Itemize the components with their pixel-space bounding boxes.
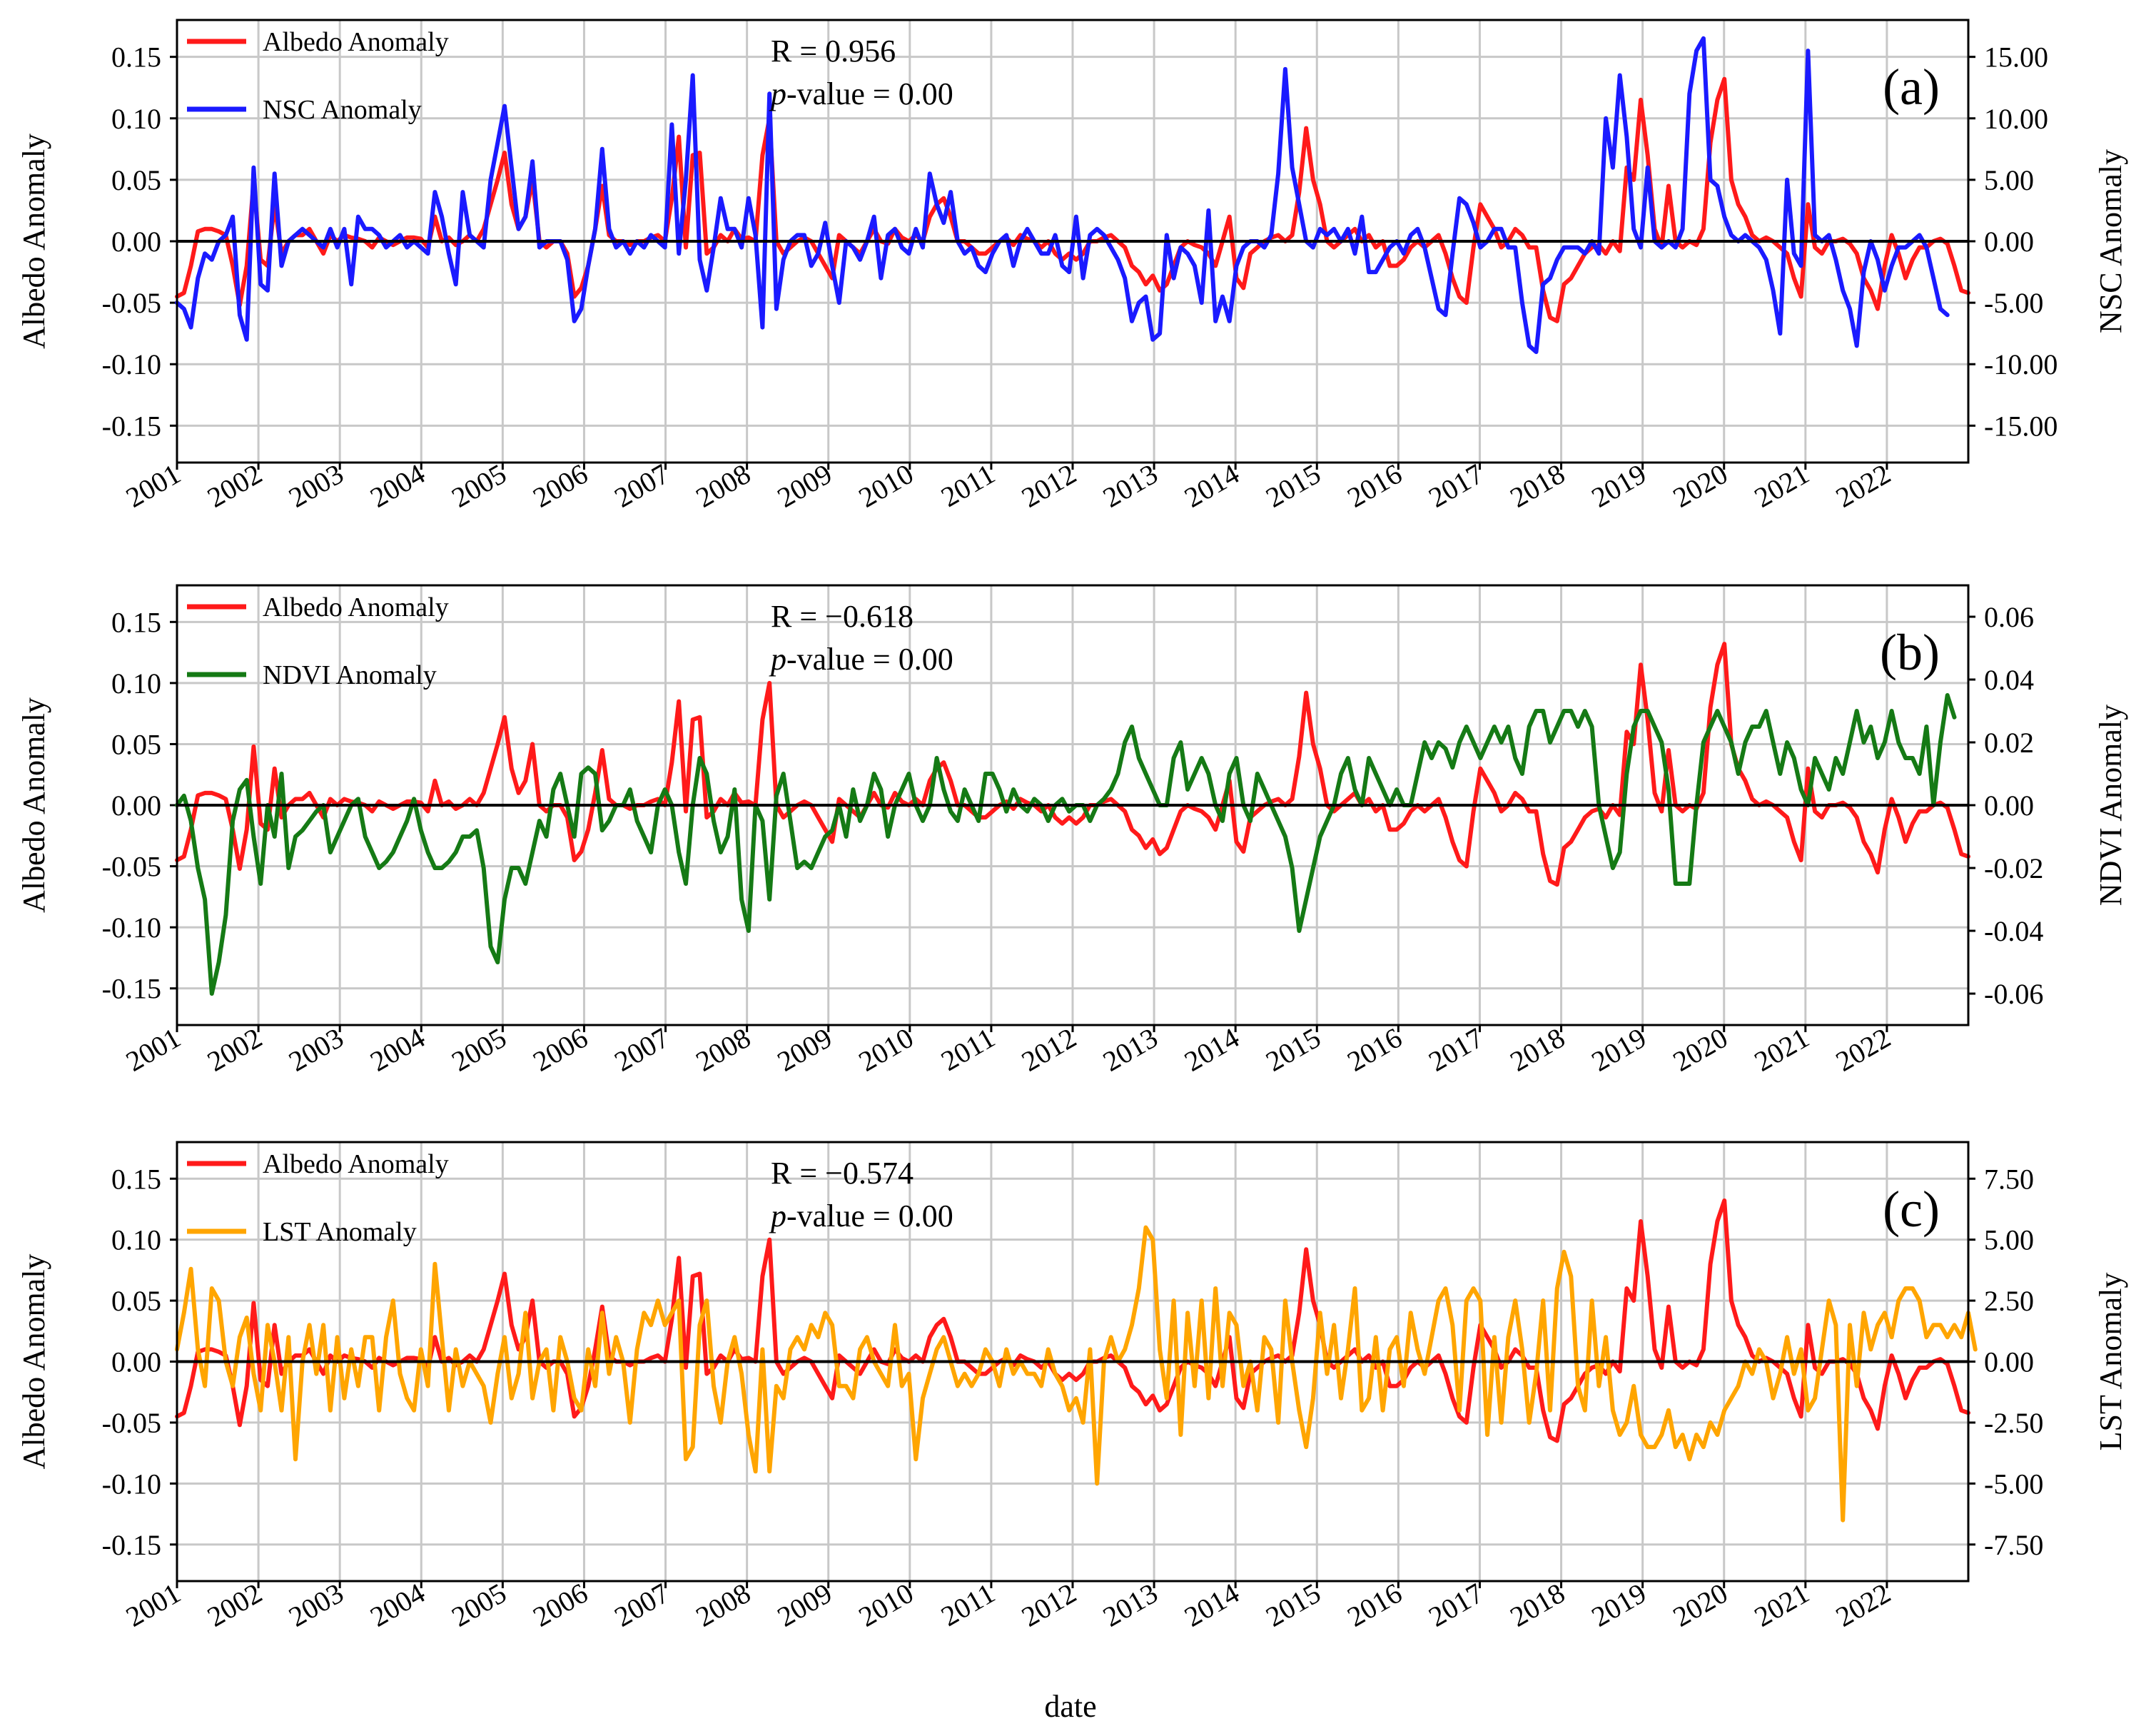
legend-entry: Albedo Anomaly [263,592,449,622]
x-axis-label: date [1044,1689,1096,1724]
plot-frame [176,584,1970,1026]
series-line-ndvi-anomaly [175,693,1957,996]
annotation-r: R = −0.574 [771,1156,913,1191]
y-tick-label: -0.05 [102,287,161,319]
panel-label: (b) [1880,624,1940,681]
y-tick-label: 0.00 [111,1346,161,1378]
y-tick-label: -0.10 [102,1468,161,1500]
y2-tick-label: -0.06 [1984,978,2043,1010]
y2-tick-label: 0.06 [1984,601,2034,633]
panel-label: (a) [1883,59,1940,116]
y2-tick-label: 15.00 [1984,41,2048,74]
annotation-r: R = −0.618 [771,599,913,634]
y2-tick-label: -5.00 [1984,287,2043,319]
y-axis-label: Albedo Anomaly [16,1254,51,1470]
y-tick-label: -0.05 [102,1407,161,1439]
legend-entry: Albedo Anomaly [263,27,449,57]
y-tick-label: 0.00 [111,789,161,822]
y2-tick-label: -7.50 [1984,1529,2043,1561]
series-line-lst-anomaly [175,1225,1978,1523]
y2-tick-label: 0.00 [1984,226,2034,258]
y2-tick-label: 2.50 [1984,1285,2034,1317]
y-axis-label: Albedo Anomaly [16,133,51,349]
y-tick-label: 0.10 [111,1224,161,1256]
y-tick-label: -0.10 [102,348,161,380]
y-tick-label: 0.10 [111,103,161,135]
annotation-p-value: p-value = 0.00 [769,1198,953,1233]
y2-axis-label: NDVI Anomaly [2093,705,2128,906]
y2-tick-label: 10.00 [1984,103,2048,135]
y2-axis-label: NSC Anomaly [2093,149,2128,333]
y2-tick-label: 0.00 [1984,789,2034,822]
y2-axis-label: LST Anomaly [2093,1273,2128,1451]
annotation-r: R = 0.956 [771,34,896,69]
y2-tick-label: -10.00 [1984,348,2058,380]
series-line-nsc-anomaly [175,36,1950,354]
y2-tick-label: 5.00 [1984,1224,2034,1256]
y-tick-label: -0.15 [102,1529,161,1561]
y-tick-label: 0.15 [111,1163,161,1195]
annotation-p-value: p-value = 0.00 [769,76,953,111]
y-tick-label: 0.05 [111,1285,161,1317]
legend-entry: Albedo Anomaly [263,1149,449,1179]
y-tick-label: -0.05 [102,851,161,883]
panel-label: (c) [1883,1181,1940,1238]
y-axis-label: Albedo Anomaly [16,697,51,913]
y-tick-label: -0.15 [102,973,161,1005]
legend-entry: NSC Anomaly [263,95,422,125]
y-tick-label: -0.15 [102,410,161,442]
chart-panel-3: 2001 2002 2003 2004 2005 2006 2007 2008 2009 2010… [16,1141,2128,1633]
y2-tick-label: -15.00 [1984,410,2058,442]
y-tick-label: 0.05 [111,728,161,760]
legend-entry: LST Anomaly [263,1217,417,1247]
y2-tick-label: -2.50 [1984,1407,2043,1439]
chart-panel-1: 2001 2002 2003 2004 2005 2006 2007 2008 2009 2010… [16,19,2128,514]
y2-tick-label: -0.02 [1984,852,2043,884]
plot-frame [176,19,1970,464]
annotation-p-value: p-value = 0.00 [769,642,953,677]
y2-tick-label: 5.00 [1984,164,2034,196]
y2-tick-label: -0.04 [1984,915,2043,947]
y2-tick-label: 7.50 [1984,1163,2034,1195]
y-tick-label: 0.05 [111,164,161,196]
y-tick-label: 0.00 [111,226,161,258]
chart-panel-2: 2001 2002 2003 2004 2005 2006 2007 2008 2009 2010… [16,584,2128,1078]
y-tick-label: 0.15 [111,606,161,638]
y-tick-label: -0.10 [102,912,161,944]
y2-tick-label: 0.00 [1984,1346,2034,1378]
y-tick-label: 0.10 [111,667,161,700]
y2-tick-label: 0.02 [1984,727,2034,759]
y2-tick-label: -5.00 [1984,1468,2043,1500]
plot-frame [176,1141,1970,1583]
y2-tick-label: 0.04 [1984,664,2034,696]
legend-entry: NDVI Anomaly [263,660,437,690]
y-tick-label: 0.15 [111,41,161,74]
